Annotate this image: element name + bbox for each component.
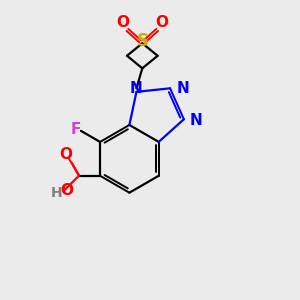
Text: N: N: [177, 81, 189, 96]
Text: O: O: [60, 183, 73, 198]
Text: O: O: [59, 146, 72, 161]
Text: N: N: [130, 81, 143, 96]
Text: S: S: [136, 32, 148, 50]
Text: F: F: [70, 122, 81, 137]
Text: H: H: [51, 186, 63, 200]
Text: O: O: [116, 16, 129, 31]
Text: O: O: [155, 16, 168, 31]
Text: N: N: [189, 113, 202, 128]
